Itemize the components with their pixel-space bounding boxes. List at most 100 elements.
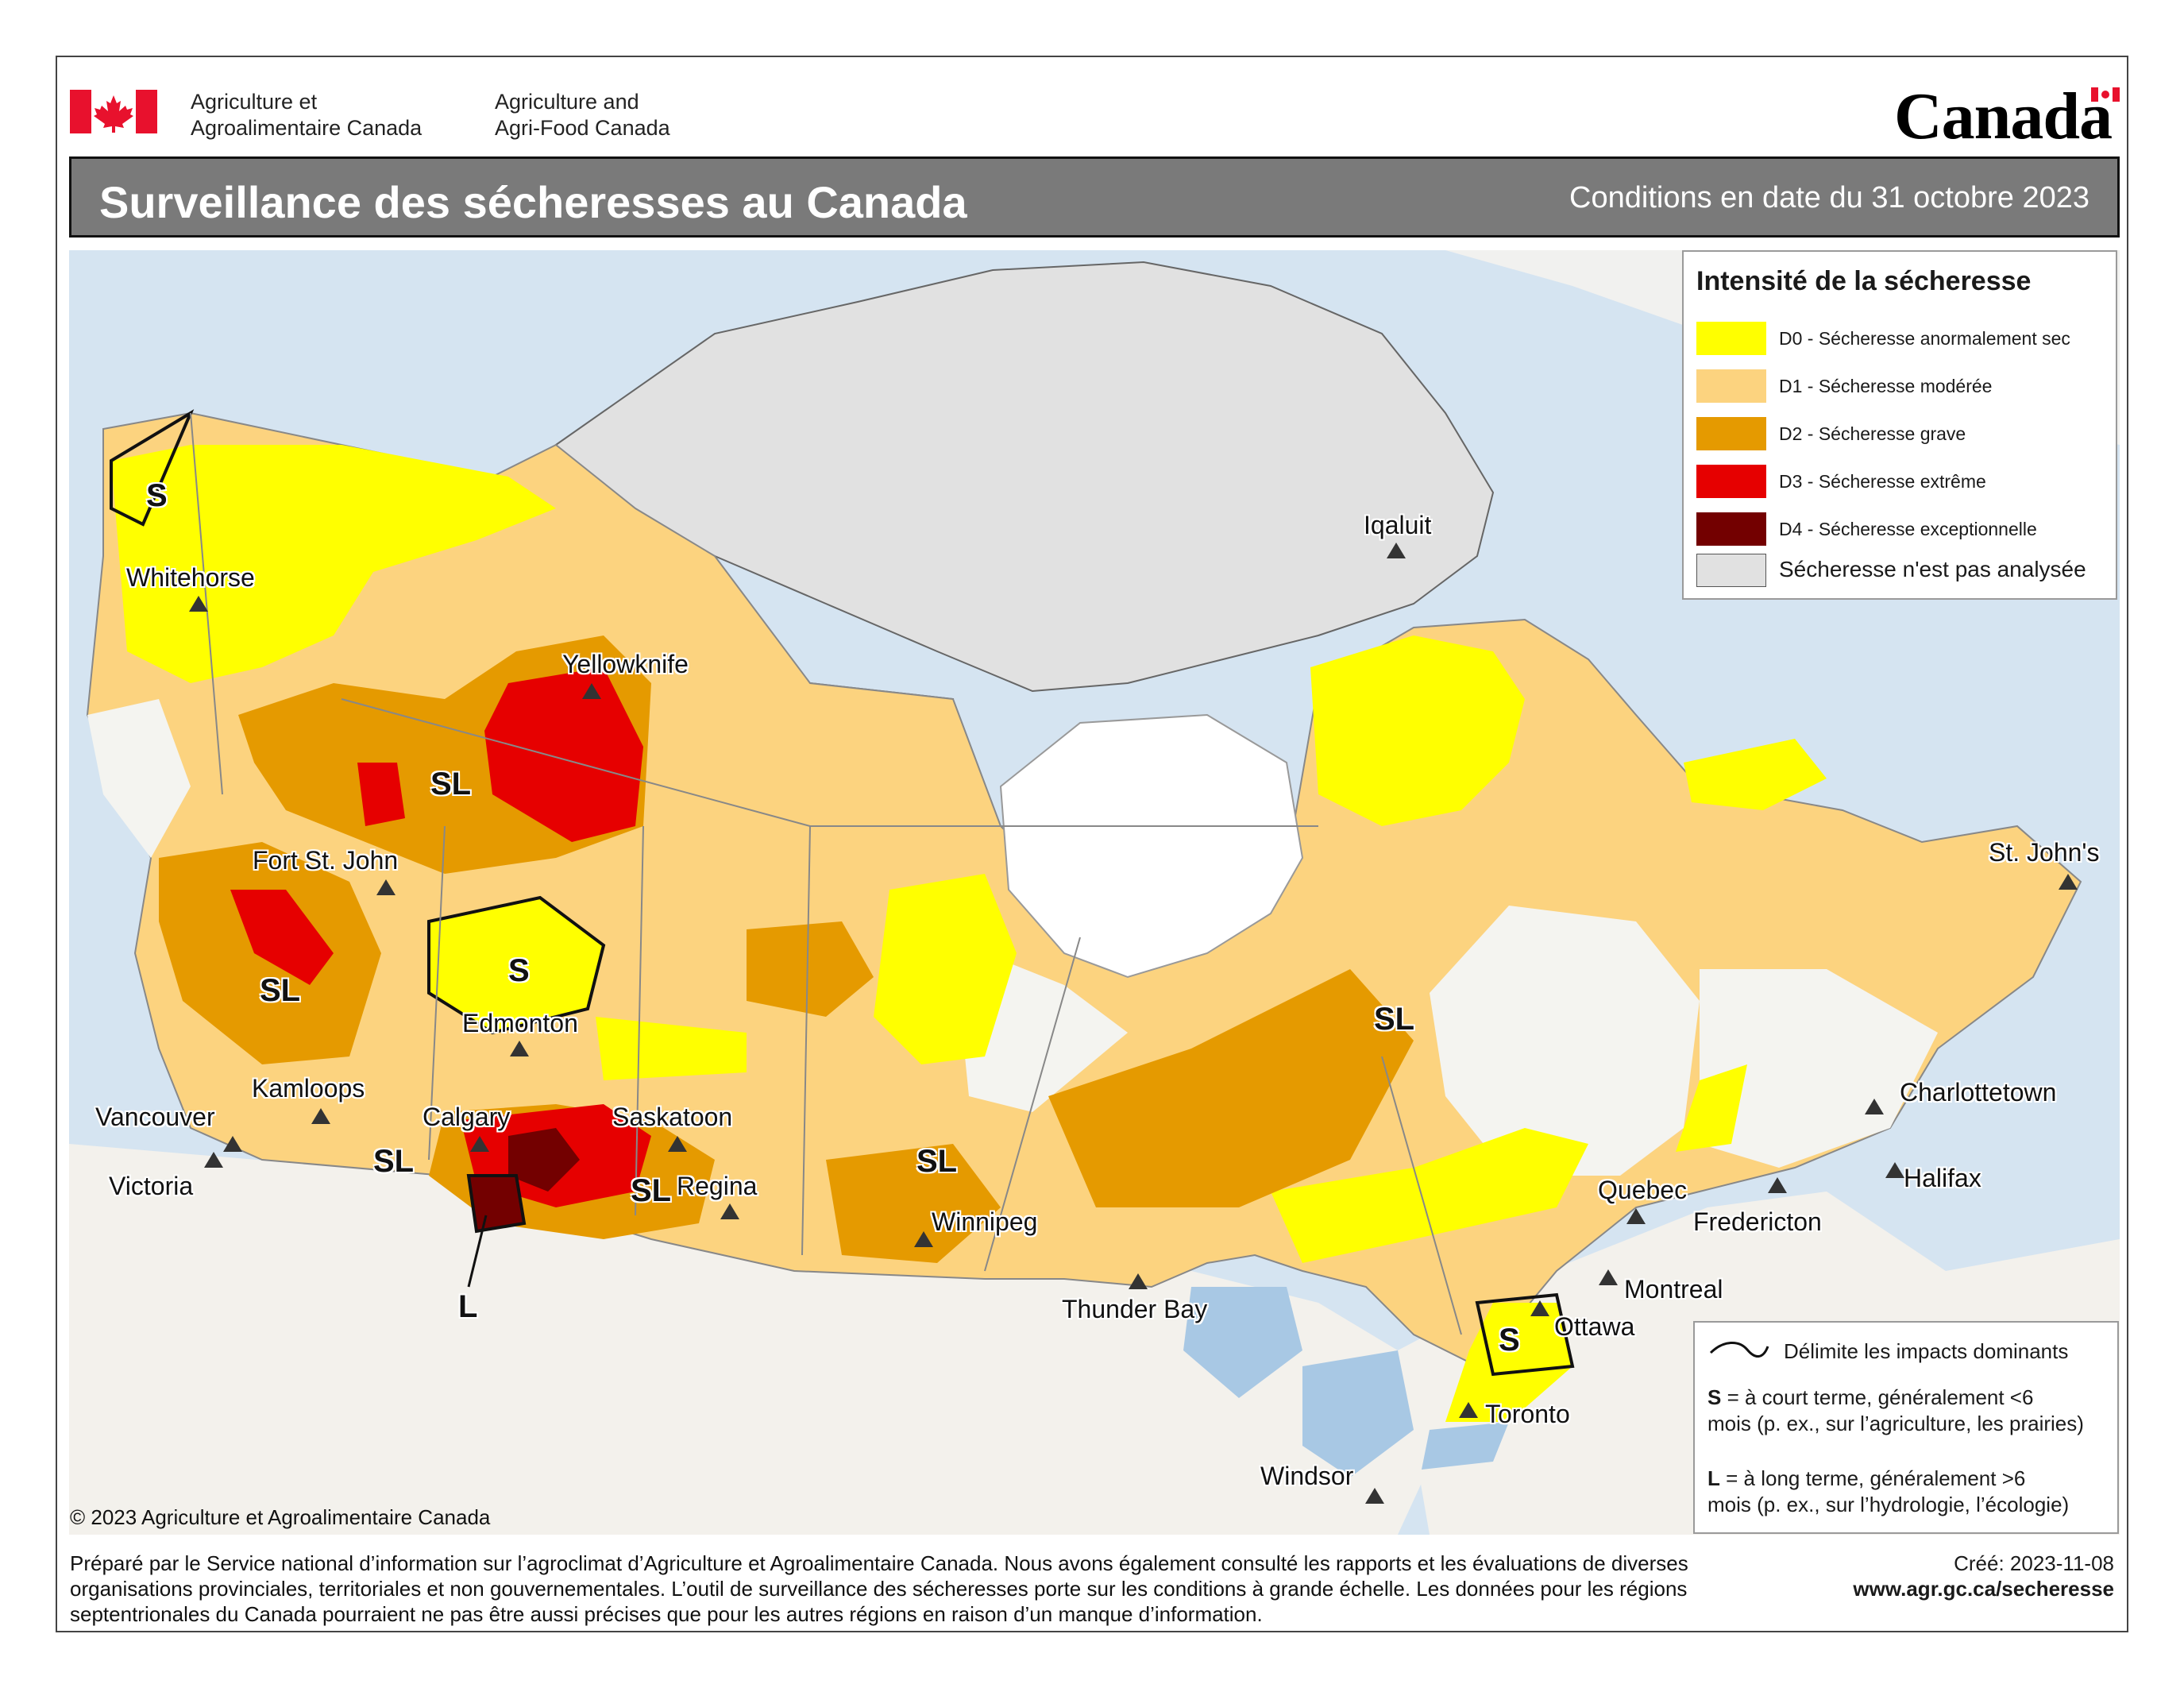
d3-yellowknife bbox=[484, 667, 643, 842]
city-label-thunder-bay: Thunder Bay bbox=[1062, 1295, 1208, 1323]
canada-wordmark: Canada bbox=[1894, 79, 2113, 153]
city-label-ottawa: Ottawa bbox=[1554, 1312, 1635, 1341]
legend-label-d2: D2 - Sécheresse grave bbox=[1779, 423, 1966, 444]
city-label-regina: Regina bbox=[677, 1172, 758, 1200]
legend-swatch-not-analysed bbox=[1696, 554, 1766, 587]
short-term-text-1: = à court terme, généralement <6 bbox=[1721, 1385, 2034, 1409]
city-label-edmonton: Edmonton bbox=[462, 1009, 578, 1037]
city-label-kamloops: Kamloops bbox=[252, 1074, 365, 1103]
impact-label-yukon: S bbox=[146, 478, 168, 513]
long-term-text-2: mois (p. ex., sur l’hydrologie, l’écolog… bbox=[1707, 1493, 2070, 1516]
legend-item-d3: D3 - Sécheresse extrême bbox=[1696, 465, 2109, 498]
agency-name-en: Agriculture and Agri-Food Canada bbox=[495, 89, 670, 141]
d0-gaspe bbox=[1676, 1064, 1747, 1152]
legend-item-d0: D0 - Sécheresse anormalement sec bbox=[1696, 322, 2109, 355]
long-term-definition: L = à long terme, généralement >6 mois (… bbox=[1707, 1466, 2069, 1518]
city-label-iqaluit: Iqaluit bbox=[1364, 511, 1432, 539]
short-term-text-2: mois (p. ex., sur l’agriculture, les pra… bbox=[1707, 1412, 2084, 1435]
city-marker-montreal bbox=[1599, 1269, 1618, 1285]
impact-label-ontario: S bbox=[1499, 1323, 1520, 1358]
impact-outline-yukon bbox=[110, 409, 195, 527]
title-bar: Surveillance des sécheresses au Canada C… bbox=[69, 156, 2120, 238]
d2-saskatchewan bbox=[747, 921, 874, 1017]
d0-labrador-coast bbox=[1684, 739, 1827, 810]
map-title: Surveillance des sécheresses au Canada bbox=[99, 177, 967, 227]
impact-label-bc: SL bbox=[260, 973, 301, 1008]
legend-swatch-d3 bbox=[1696, 465, 1766, 498]
impact-line-icon bbox=[1709, 1342, 1769, 1358]
city-label-charlottetown: Charlottetown bbox=[1900, 1078, 2057, 1107]
impact-label-alberta: S bbox=[508, 953, 530, 988]
website-link[interactable]: www.agr.gc.ca/secheresse bbox=[1853, 1577, 2114, 1601]
city-marker-kamloops bbox=[311, 1108, 330, 1124]
d2-northern-ontario bbox=[1048, 969, 1414, 1207]
legend-item-d2: D2 - Sécheresse grave bbox=[1696, 417, 2109, 450]
impact-label-saskatchewan: SL bbox=[631, 1173, 672, 1208]
city-label-toronto: Toronto bbox=[1485, 1400, 1570, 1428]
city-label-vancouver: Vancouver bbox=[95, 1103, 215, 1131]
agency-fr-line2: Agroalimentaire Canada bbox=[191, 116, 423, 140]
usa-land bbox=[69, 1144, 1453, 1535]
lake-huron bbox=[1302, 1350, 1414, 1477]
legend-swatch-d0 bbox=[1696, 322, 1766, 355]
city-label-saskatoon: Saskatoon bbox=[612, 1103, 733, 1131]
legend-item-not-analysed: Sécheresse n'est pas analysée bbox=[1696, 554, 2109, 587]
footer-notes: Préparé par le Service national d’inform… bbox=[70, 1551, 1688, 1626]
impact-label-southern-bc: SL bbox=[373, 1144, 415, 1179]
city-marker-edmonton bbox=[510, 1041, 529, 1056]
city-marker-calgary bbox=[470, 1136, 489, 1152]
city-label-winnipeg: Winnipeg bbox=[932, 1207, 1038, 1236]
city-label-fredericton: Fredericton bbox=[1693, 1207, 1822, 1236]
city-marker-victoria bbox=[204, 1152, 223, 1168]
legend-item-d1: D1 - Sécheresse modérée bbox=[1696, 369, 2109, 403]
city-label-fort-st-john: Fort St. John bbox=[253, 846, 399, 875]
city-marker-whitehorse bbox=[189, 596, 208, 612]
border-alberta-sask bbox=[635, 825, 644, 1216]
city-marker-quebec bbox=[1626, 1208, 1646, 1224]
lake-ontario bbox=[1422, 1422, 1509, 1470]
bc-north-coast-normal bbox=[87, 699, 191, 858]
nunavut-islands-not-analysed bbox=[554, 261, 1495, 693]
legend-swatch-d2 bbox=[1696, 417, 1766, 450]
impact-line-label: Délimite les impacts dominants bbox=[1784, 1339, 2069, 1363]
d0-saskatchewan-strip bbox=[596, 1017, 747, 1080]
city-label-whitehorse: Whitehorse bbox=[126, 563, 255, 592]
created-date: Créé: 2023-11-08 bbox=[1954, 1551, 2114, 1575]
city-marker-ottawa bbox=[1530, 1300, 1549, 1316]
legend-swatch-d1 bbox=[1696, 369, 1766, 403]
agency-en-line1: Agriculture and bbox=[495, 90, 639, 114]
border-ontario-quebec bbox=[1381, 1056, 1462, 1335]
agency-en-line2: Agri-Food Canada bbox=[495, 116, 670, 140]
impact-label-nwt: SL bbox=[430, 767, 472, 802]
d0-alberta-s-zone bbox=[427, 895, 606, 1035]
city-marker-vancouver bbox=[223, 1136, 242, 1152]
impact-label-quebec: SL bbox=[1374, 1002, 1415, 1037]
l-leader-line bbox=[467, 1215, 488, 1288]
long-term-key: L bbox=[1707, 1466, 1720, 1490]
city-label-calgary: Calgary bbox=[423, 1103, 511, 1131]
legend-label-d1: D1 - Sécheresse modérée bbox=[1779, 376, 1993, 396]
city-marker-fredericton bbox=[1768, 1177, 1787, 1193]
impact-label-long-term: L bbox=[458, 1289, 478, 1324]
canada-flag-icon bbox=[70, 90, 157, 133]
city-label-victoria: Victoria bbox=[109, 1172, 194, 1200]
city-marker-saskatoon bbox=[668, 1136, 687, 1152]
impact-legend: Délimite les impacts dominants S = à cou… bbox=[1693, 1321, 2119, 1534]
conditions-date: Conditions en date du 31 octobre 2023 bbox=[1569, 181, 2089, 214]
hudson-bay bbox=[999, 713, 1304, 979]
legend-label-not-analysed: Sécheresse n'est pas analysée bbox=[1779, 557, 2086, 581]
d0-ontario-toronto bbox=[1445, 1303, 1572, 1422]
page-frame bbox=[56, 56, 2128, 1632]
city-marker-st-johns bbox=[2059, 874, 2078, 890]
legend-label-d4: D4 - Sécheresse exceptionnelle bbox=[1779, 519, 2037, 539]
city-label-halifax: Halifax bbox=[1904, 1164, 1981, 1192]
city-marker-halifax bbox=[1885, 1162, 1904, 1178]
lake-superior bbox=[1183, 1287, 1302, 1398]
southern-quebec-normal bbox=[1430, 906, 1700, 1176]
impact-outline-ontario bbox=[1475, 1292, 1575, 1377]
impact-label-manitoba: SL bbox=[916, 1144, 958, 1179]
city-marker-winnipeg bbox=[914, 1231, 933, 1247]
legend-label-d3: D3 - Sécheresse extrême bbox=[1779, 471, 1986, 492]
d0-yukon bbox=[111, 445, 556, 683]
city-marker-fort-st-john bbox=[376, 879, 396, 895]
